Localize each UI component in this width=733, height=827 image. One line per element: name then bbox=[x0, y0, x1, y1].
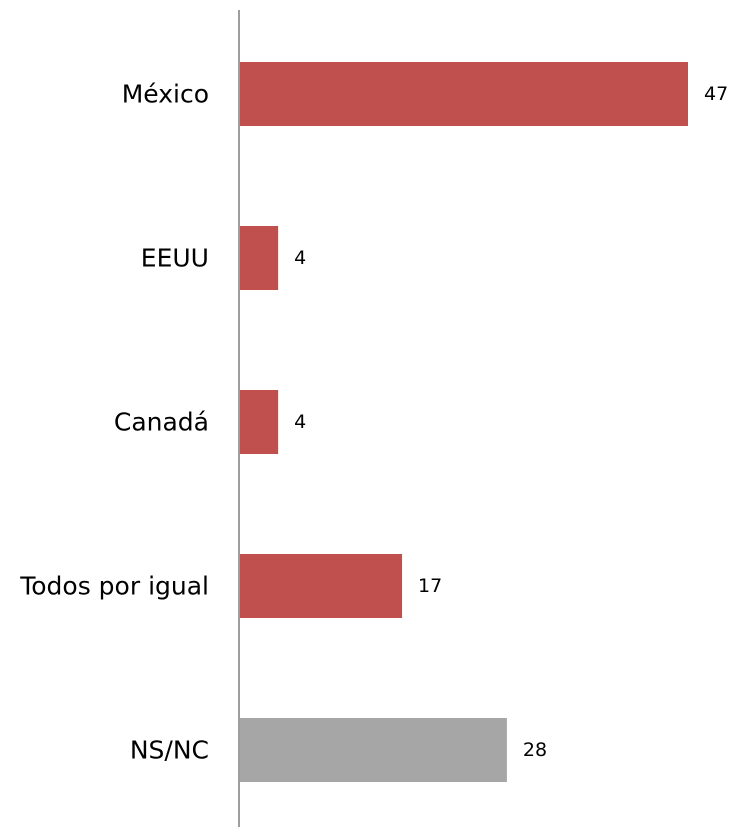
data-label-todos-por-igual: 17 bbox=[418, 575, 442, 597]
data-labels-group: 47 4 4 17 28 bbox=[294, 83, 728, 761]
category-label-canada: Canadá bbox=[114, 408, 209, 437]
bar-todos-por-igual bbox=[240, 554, 403, 618]
category-label-mexico: México bbox=[122, 80, 209, 109]
category-label-ns-nc: NS/NC bbox=[130, 736, 209, 765]
bars-group bbox=[240, 62, 688, 782]
data-label-mexico: 47 bbox=[704, 83, 728, 105]
bar-eeuu bbox=[240, 226, 279, 290]
category-label-eeuu: EEUU bbox=[141, 244, 209, 273]
data-label-canada: 4 bbox=[294, 411, 306, 433]
data-label-ns-nc: 28 bbox=[523, 739, 547, 761]
bar-mexico bbox=[240, 62, 688, 126]
bar-ns-nc bbox=[240, 718, 507, 782]
category-label-todos-por-igual: Todos por igual bbox=[19, 572, 209, 601]
data-label-eeuu: 4 bbox=[294, 247, 306, 269]
bar-canada bbox=[240, 390, 279, 454]
category-labels-group: México EEUU Canadá Todos por igual NS/NC bbox=[19, 80, 209, 765]
